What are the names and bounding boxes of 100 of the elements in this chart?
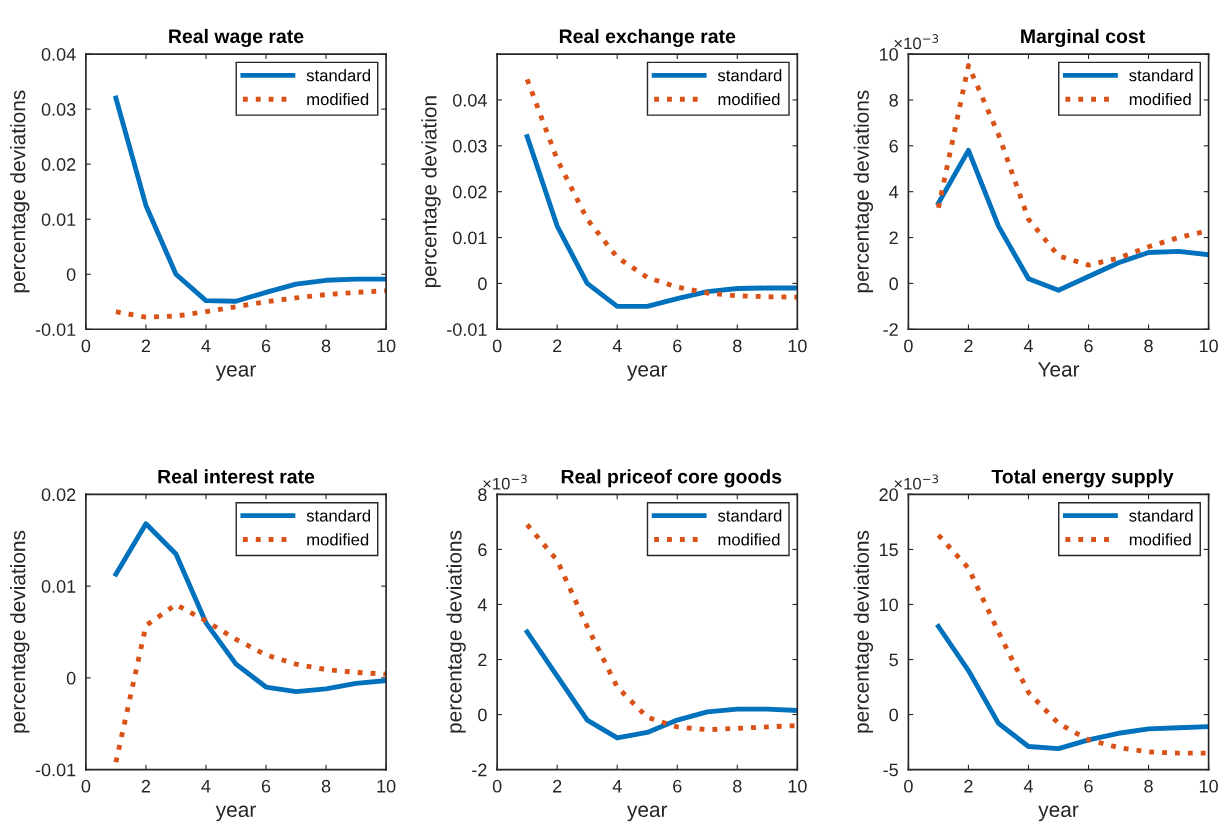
y-axis-title: percentage deviations — [853, 530, 874, 733]
line-series — [524, 629, 798, 741]
line-series — [113, 95, 387, 304]
y-axis-title: percentage deviations — [10, 530, 30, 733]
x-tick-label: 2 — [141, 779, 151, 793]
x-tick-label: 2 — [964, 779, 973, 793]
legend-label: modified — [307, 533, 369, 546]
line-series — [113, 521, 387, 695]
legend-label: modified — [1129, 92, 1191, 106]
chart-title: Marginal cost — [1021, 28, 1145, 48]
y-tick-label: 0.03 — [41, 103, 76, 116]
y-tick-label: 8 — [478, 488, 487, 502]
x-tick-label: 8 — [321, 779, 331, 793]
x-axis-title: year — [1038, 805, 1079, 822]
x-tick-label: 8 — [1144, 779, 1153, 793]
x-tick-label: 8 — [733, 779, 742, 793]
x-tick-label: 6 — [261, 339, 271, 353]
x-tick-label: 4 — [1023, 339, 1033, 353]
y-axis-title: percentage deviations — [853, 90, 874, 293]
y-tick-label: 0.04 — [41, 48, 76, 61]
y-axis-title: percentage deviations — [446, 530, 466, 733]
x-tick-label: 0 — [904, 339, 913, 353]
x-tick-label: 2 — [141, 339, 151, 353]
x-tick-label: 0 — [904, 779, 913, 793]
y-tick-label: 0 — [889, 277, 898, 291]
x-tick-label: 0 — [492, 339, 502, 353]
y-tick-label: -5 — [883, 763, 898, 777]
y-tick-label: -0.01 — [35, 763, 76, 777]
chart-title: Real priceof core goods — [561, 469, 782, 488]
chart-title: Total energy supply — [991, 469, 1174, 488]
x-tick-label: 6 — [1084, 779, 1093, 793]
x-axis-title: year — [627, 365, 668, 381]
y-tick-label: 0.02 — [452, 185, 487, 199]
line-series — [113, 602, 387, 765]
legend-label: standard — [717, 509, 782, 522]
x-tick-label: 2 — [964, 339, 973, 353]
x-tick-label: 6 — [673, 779, 682, 793]
x-tick-label: 4 — [201, 339, 211, 353]
text: ×10$^{−3}$ — [894, 474, 939, 490]
x-tick-label: 8 — [321, 339, 331, 353]
x-tick-label: 6 — [673, 339, 682, 353]
legend-label: modified — [718, 92, 780, 106]
x-tick-label: 10 — [1199, 339, 1218, 353]
x-tick-label: 0 — [492, 779, 502, 793]
y-tick-label: 10 — [879, 598, 898, 612]
x-tick-label: 4 — [1023, 779, 1033, 793]
x-axis-title: year — [627, 805, 668, 822]
x-axis-title: year — [215, 365, 256, 381]
line-series — [524, 134, 798, 309]
x-tick-label: 6 — [1084, 339, 1093, 353]
y-tick-label: 15 — [879, 543, 898, 557]
y-tick-label: 0.01 — [41, 580, 76, 593]
chart-title: Real wage rate — [169, 28, 304, 48]
x-axis-title: year — [215, 805, 256, 822]
y-tick-label: 2 — [478, 653, 487, 667]
x-tick-label: 10 — [377, 339, 396, 353]
line-series — [113, 288, 387, 320]
y-tick-label: 5 — [889, 653, 898, 667]
x-tick-label: 0 — [81, 779, 91, 793]
y-tick-label: 8 — [889, 93, 898, 107]
legend-label: modified — [307, 92, 369, 106]
x-tick-label: 10 — [377, 779, 396, 793]
line-series — [936, 147, 1209, 293]
y-tick-label: 0 — [889, 708, 898, 722]
y-tick-label: -0.01 — [447, 323, 487, 336]
text: ×10$^{−3}$ — [483, 474, 527, 490]
line-series — [936, 624, 1209, 752]
y-tick-label: 0.03 — [452, 139, 487, 153]
chart-title: Real exchange rate — [559, 28, 736, 48]
y-tick-label: 10 — [879, 48, 898, 61]
y-tick-label: 0.01 — [41, 213, 76, 226]
x-tick-label: 10 — [788, 779, 807, 793]
y-tick-label: -2 — [472, 763, 487, 777]
y-tick-label: 4 — [889, 185, 899, 199]
x-axis-title: Year — [1037, 362, 1080, 377]
x-tick-label: 2 — [553, 779, 562, 793]
y-tick-label: 6 — [889, 139, 898, 153]
x-tick-label: 4 — [612, 779, 622, 793]
x-tick-label: 2 — [553, 339, 562, 353]
y-tick-label: 0.02 — [41, 488, 76, 502]
x-tick-label: 8 — [1144, 339, 1153, 353]
y-axis-title: percentage deviation — [421, 96, 441, 288]
y-tick-label: 0.02 — [41, 158, 76, 171]
y-tick-label: -2 — [883, 323, 898, 336]
y-tick-label: 0 — [66, 671, 76, 685]
line-series — [524, 522, 798, 733]
x-tick-label: 10 — [1199, 779, 1218, 793]
x-tick-label: 10 — [788, 339, 807, 353]
y-tick-label: 0.04 — [452, 93, 487, 107]
x-tick-label: 6 — [261, 779, 271, 793]
y-axis-title: percentage deviations — [10, 90, 30, 293]
y-tick-label: 6 — [478, 543, 487, 557]
legend-label: modified — [1129, 533, 1191, 546]
x-tick-label: 8 — [733, 339, 742, 353]
y-tick-label: 4 — [477, 598, 487, 612]
legend-label: standard — [306, 69, 371, 82]
legend-label: standard — [1129, 69, 1193, 82]
y-tick-label: 0 — [478, 708, 487, 722]
y-tick-label: -0.01 — [35, 323, 76, 336]
y-tick-label: 2 — [889, 231, 898, 245]
